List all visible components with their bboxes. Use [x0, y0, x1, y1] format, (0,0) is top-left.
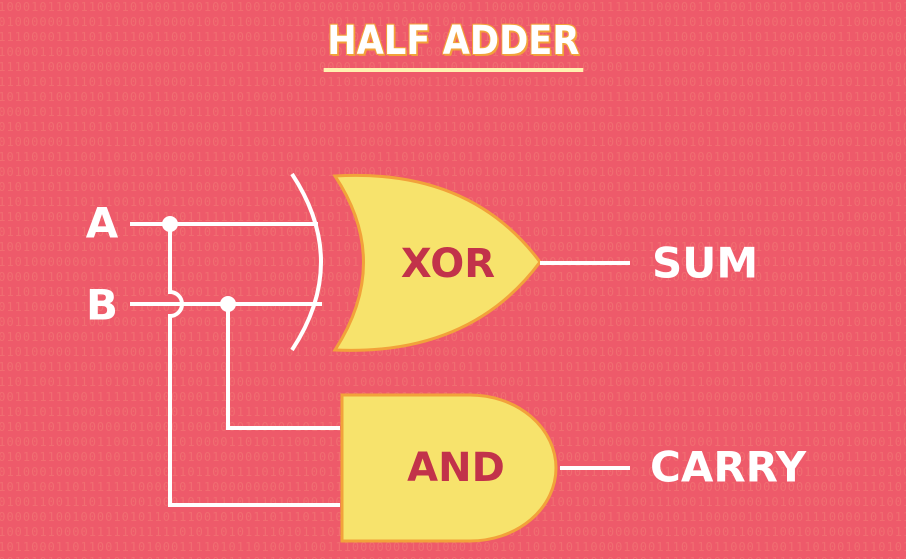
and-gate: [340, 393, 558, 543]
junction-b: [220, 296, 236, 312]
input-a-label: A: [86, 199, 119, 248]
xor-input-curve: [290, 172, 323, 352]
sum-output-label: SUM: [652, 239, 758, 288]
junction-a: [162, 216, 178, 232]
wire-b-to-and: [226, 304, 340, 430]
and-gate-label: AND: [407, 445, 505, 491]
input-b-label: B: [86, 281, 118, 330]
title-text: HALF ADDER: [323, 18, 583, 72]
xor-gate-label: XOR: [401, 241, 495, 287]
carry-output-label: CARRY: [650, 443, 807, 492]
xor-gate: [332, 173, 542, 352]
page-title: HALF ADDER: [0, 18, 906, 72]
wire-a-to-and: [168, 224, 340, 507]
